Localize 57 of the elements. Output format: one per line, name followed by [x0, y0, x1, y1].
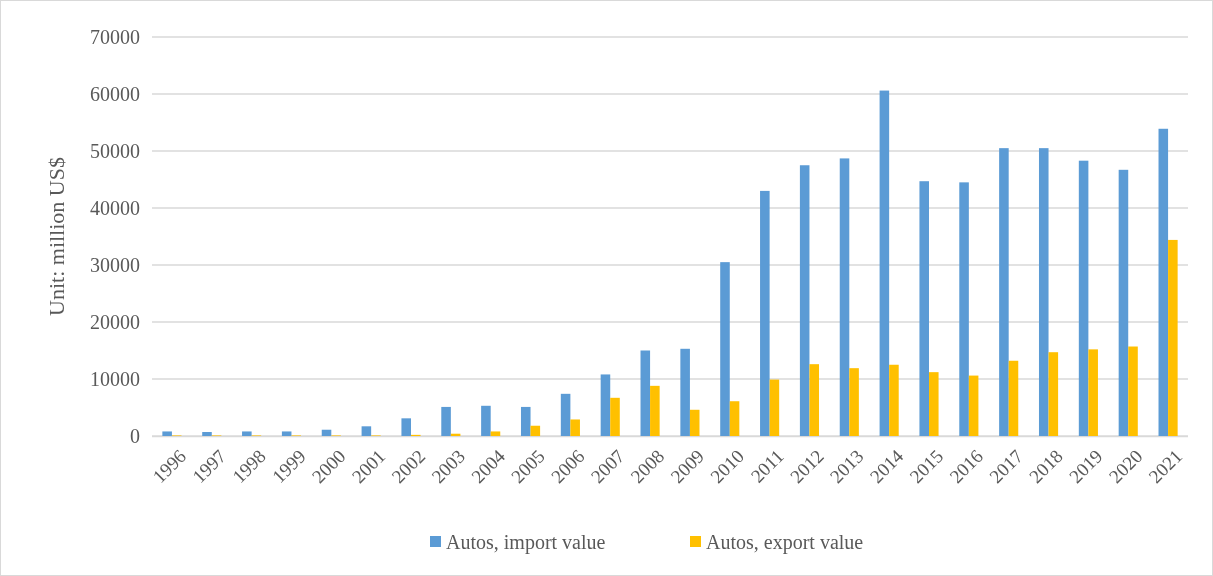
legend-label: Autos, export value [706, 531, 864, 554]
y-axis-title: Unit: million US$ [44, 157, 69, 316]
bar [729, 401, 740, 436]
bar [680, 348, 690, 436]
bar [769, 379, 780, 436]
bar [720, 262, 730, 436]
bar [929, 372, 939, 436]
bar [570, 419, 580, 436]
y-tick-label: 50000 [90, 140, 140, 162]
bar [959, 182, 969, 436]
bar [560, 393, 571, 436]
y-tick-label: 40000 [90, 197, 140, 219]
bar [650, 385, 660, 436]
y-tick-label: 60000 [90, 83, 140, 105]
bar [849, 368, 859, 436]
bar [401, 418, 411, 436]
bar [1168, 239, 1178, 436]
bar [689, 409, 700, 436]
y-tick-label: 70000 [90, 26, 140, 48]
bar [809, 364, 820, 436]
bar [520, 406, 531, 436]
bar [610, 397, 620, 436]
bar [1038, 148, 1049, 436]
bar [968, 375, 979, 436]
bar [600, 374, 611, 436]
bar [1048, 352, 1059, 436]
legend-label: Autos, import value [446, 531, 606, 554]
bar [1158, 128, 1169, 436]
bar [490, 431, 501, 436]
bar [202, 432, 212, 436]
bar [1118, 169, 1129, 436]
bar [889, 364, 899, 436]
bar [999, 148, 1009, 436]
bar [879, 90, 890, 436]
bar [281, 431, 292, 436]
y-tick-label: 30000 [90, 254, 140, 276]
bar [361, 426, 372, 436]
bar [441, 406, 451, 436]
x-tick-label: 1999 [267, 445, 310, 488]
bar [799, 165, 810, 436]
y-tick-label: 10000 [90, 368, 140, 390]
x-tick-label: 2011 [746, 445, 788, 487]
bar [760, 190, 770, 436]
bar [481, 405, 491, 436]
y-tick-label: 0 [130, 425, 140, 447]
bar [1088, 349, 1098, 436]
bar [162, 431, 172, 436]
bar [919, 181, 929, 436]
bar [640, 350, 651, 436]
y-tick-label: 20000 [90, 311, 140, 333]
bar [839, 158, 850, 436]
bar [1128, 346, 1138, 436]
bar [242, 431, 252, 436]
bar [1008, 360, 1019, 436]
bar [530, 425, 541, 436]
bar [321, 429, 332, 436]
bar [1078, 160, 1089, 436]
